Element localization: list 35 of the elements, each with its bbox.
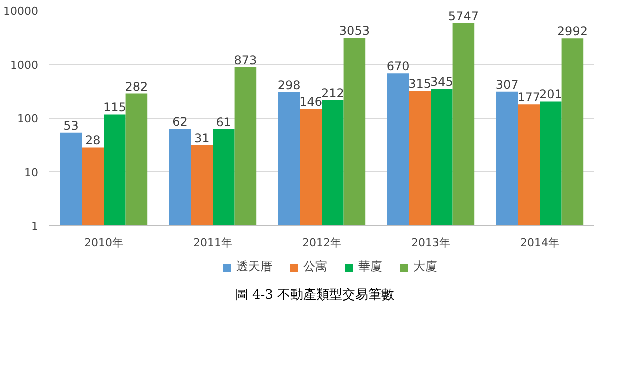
data-label: 28 <box>85 134 101 148</box>
data-label: 146 <box>300 95 323 110</box>
data-label: 3053 <box>339 24 370 38</box>
x-tick-label: 2010年 <box>84 236 124 250</box>
caption: 圖 4-3 不動產類型交易筆數 <box>235 287 395 305</box>
y-tick-label: 1000 <box>10 58 39 72</box>
x-tick-label: 2013年 <box>412 236 451 250</box>
y-tick-label: 100 <box>18 112 39 126</box>
data-label: 212 <box>321 86 344 100</box>
x-tick-label: 2011年 <box>194 236 233 250</box>
legend-label: 大廈 <box>414 258 438 276</box>
legend-label: 公寓 <box>304 258 328 276</box>
data-label: 282 <box>125 80 148 94</box>
data-label: 873 <box>234 53 258 68</box>
y-tick-label: 1 <box>32 220 38 233</box>
data-label: 345 <box>430 75 454 90</box>
data-label: 115 <box>103 100 126 115</box>
y-tick-label: 10 <box>24 166 39 180</box>
data-label: 62 <box>172 115 188 130</box>
y-tick-label: 10000 <box>4 5 39 18</box>
legend-label: 華廈 <box>358 258 382 276</box>
legend-label: 透天厝 <box>236 258 272 276</box>
data-label: 307 <box>496 78 519 92</box>
x-tick-label: 2014年 <box>520 236 560 250</box>
data-label: 53 <box>64 118 79 133</box>
data-label: 670 <box>386 60 410 74</box>
x-tick-label: 2012年 <box>302 236 342 250</box>
data-label: 177 <box>518 90 541 105</box>
data-label: 201 <box>539 88 562 102</box>
data-label: 298 <box>278 78 301 93</box>
data-label: 2992 <box>557 24 588 39</box>
data-label: 5747 <box>448 9 479 24</box>
data-label: 31 <box>194 131 210 146</box>
data-label: 315 <box>408 77 432 92</box>
data-label: 61 <box>216 116 232 130</box>
